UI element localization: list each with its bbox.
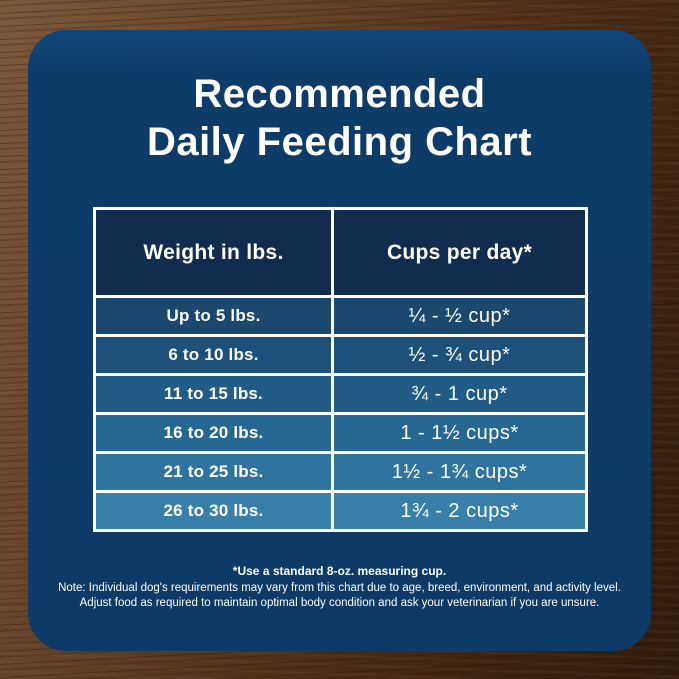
table-row: Up to 5 lbs. ¼ - ½ cup* — [93, 295, 588, 337]
cups-column-header: Cups per day* — [331, 207, 588, 298]
measuring-cup-note: *Use a standard 8-oz. measuring cup. — [232, 564, 447, 578]
table-row: 16 to 20 lbs. 1 - 1½ cups* — [93, 412, 588, 454]
cups-cell: 1½ - 1¾ cups* — [331, 451, 588, 493]
page-title-line2: Daily Feeding Chart — [146, 120, 533, 164]
weight-cell: Up to 5 lbs. — [93, 295, 334, 337]
page-title-line1: Recommended — [193, 72, 486, 116]
table-row: 6 to 10 lbs. ½ - ¾ cup* — [93, 334, 588, 376]
weight-cell: 26 to 30 lbs. — [93, 490, 334, 532]
weight-cell: 6 to 10 lbs. — [93, 334, 334, 376]
table-row: 11 to 15 lbs. ¾ - 1 cup* — [93, 373, 588, 415]
weight-cell: 11 to 15 lbs. — [93, 373, 334, 415]
table-row: 21 to 25 lbs. 1½ - 1¾ cups* — [93, 451, 588, 493]
disclaimer-note-line1: Note: Individual dog's requirements may … — [58, 581, 621, 594]
feeding-table: Weight in lbs. Cups per day* Up to 5 lbs… — [93, 207, 588, 532]
footnotes: *Use a standard 8-oz. measuring cup. Not… — [28, 564, 651, 612]
table-header-row: Weight in lbs. Cups per day* — [93, 207, 588, 298]
weight-cell: 21 to 25 lbs. — [93, 451, 334, 493]
cups-cell: ¾ - 1 cup* — [331, 373, 588, 415]
cups-cell: 1 - 1½ cups* — [331, 412, 588, 454]
weight-cell: 16 to 20 lbs. — [93, 412, 334, 454]
cups-cell: 1¾ - 2 cups* — [331, 490, 588, 532]
feeding-table-body: Up to 5 lbs. ¼ - ½ cup* 6 to 10 lbs. ½ - ¾ … — [93, 295, 588, 532]
weight-column-header: Weight in lbs. — [93, 207, 334, 298]
cups-cell: ¼ - ½ cup* — [331, 295, 588, 337]
table-row: 26 to 30 lbs. 1¾ - 2 cups* — [93, 490, 588, 532]
feeding-chart-card: Recommended Daily Feeding Chart Weight in… — [28, 30, 651, 651]
disclaimer-note-line2: Adjust food as required to maintain opti… — [79, 597, 600, 609]
page-title: Recommended Daily Feeding Chart — [28, 70, 651, 166]
cups-cell: ½ - ¾ cup* — [331, 334, 588, 376]
